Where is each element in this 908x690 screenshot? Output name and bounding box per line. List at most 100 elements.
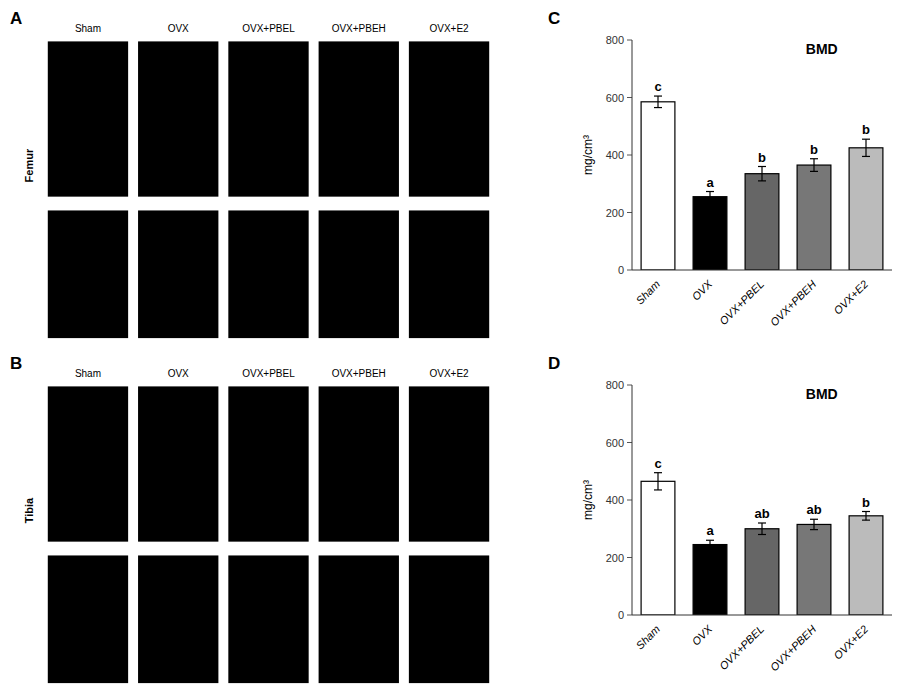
error-cap bbox=[654, 107, 662, 108]
significance-label: c bbox=[654, 79, 661, 94]
bar bbox=[641, 102, 675, 270]
y-tick-label: 0 bbox=[618, 609, 624, 621]
image-placeholder bbox=[48, 386, 128, 541]
x-axis bbox=[632, 270, 892, 271]
x-tick-label: OVX bbox=[689, 622, 714, 647]
error-line bbox=[657, 96, 658, 108]
y-tick-label: 400 bbox=[606, 149, 624, 161]
error-bar bbox=[654, 96, 662, 108]
image-placeholder bbox=[138, 210, 218, 338]
error-line bbox=[813, 519, 814, 529]
bar bbox=[797, 524, 831, 615]
y-tick bbox=[627, 500, 632, 501]
error-cap bbox=[810, 529, 818, 530]
error-cap bbox=[810, 158, 818, 159]
y-axis-label: mg/cm³ bbox=[581, 480, 595, 520]
panel-label: D bbox=[548, 354, 560, 373]
error-line bbox=[657, 473, 658, 490]
error-cap bbox=[810, 171, 818, 172]
image-placeholder bbox=[228, 386, 308, 541]
bars bbox=[641, 473, 883, 615]
y-tick bbox=[627, 557, 632, 558]
y-tick bbox=[627, 97, 632, 98]
error-cap bbox=[810, 519, 818, 520]
column-label: OVX+E2 bbox=[429, 368, 469, 379]
figure: AFemurShamOVXOVX+PBELOVX+PBEHOVX+E2BTibi… bbox=[0, 0, 908, 690]
image-placeholder bbox=[409, 210, 489, 338]
image-placeholder bbox=[409, 386, 489, 541]
image-placeholder bbox=[138, 555, 218, 683]
bar bbox=[797, 165, 831, 270]
row-label: Tibia bbox=[23, 497, 35, 523]
error-bar bbox=[810, 519, 818, 529]
image-placeholder bbox=[409, 555, 489, 683]
y-tick bbox=[627, 442, 632, 443]
error-bar bbox=[758, 523, 766, 535]
error-cap bbox=[862, 156, 870, 157]
error-line bbox=[761, 167, 762, 181]
bars bbox=[641, 96, 883, 270]
x-tick-label: OVX bbox=[689, 277, 714, 302]
bar bbox=[693, 545, 727, 615]
column-label: OVX+PBEH bbox=[332, 368, 386, 379]
error-line bbox=[865, 512, 866, 521]
bar bbox=[849, 148, 883, 270]
column-label: OVX+PBEH bbox=[332, 23, 386, 34]
error-bar bbox=[706, 192, 714, 202]
y-tick-label: 0 bbox=[618, 264, 624, 276]
error-cap bbox=[862, 520, 870, 521]
x-tick-label: OVX+PBEH bbox=[768, 278, 819, 329]
image-placeholder bbox=[228, 210, 308, 338]
image-placeholder bbox=[228, 41, 308, 196]
y-axis bbox=[632, 385, 633, 615]
image-placeholder bbox=[48, 210, 128, 338]
error-line bbox=[709, 540, 710, 549]
significance-label: c bbox=[654, 456, 661, 471]
image-placeholder bbox=[138, 41, 218, 196]
x-tick-label: OVX+PBEL bbox=[717, 278, 766, 327]
significance-label: a bbox=[706, 523, 714, 538]
image-placeholder bbox=[228, 555, 308, 683]
image-panel: BTibiaShamOVXOVX+PBELOVX+PBEHOVX+E2 bbox=[10, 354, 489, 683]
error-cap bbox=[862, 511, 870, 512]
error-line bbox=[865, 139, 866, 156]
error-cap bbox=[758, 522, 766, 523]
y-tick bbox=[627, 385, 632, 386]
significance-label: ab bbox=[754, 506, 769, 521]
significance-label: b bbox=[862, 122, 870, 137]
significance-label: b bbox=[810, 142, 818, 157]
x-tick-label: OVX+E2 bbox=[831, 623, 870, 662]
bar bbox=[849, 516, 883, 615]
bar-chart: D0200400600800mg/cm³cShamaOVXabOVX+PBELa… bbox=[548, 354, 892, 673]
error-bar bbox=[706, 540, 714, 549]
significance-label: b bbox=[862, 495, 870, 510]
image-placeholder bbox=[138, 386, 218, 541]
x-tick-label: OVX+E2 bbox=[831, 278, 870, 317]
column-label: Sham bbox=[75, 368, 101, 379]
bar bbox=[641, 481, 675, 615]
image-placeholder bbox=[48, 555, 128, 683]
error-bar bbox=[758, 167, 766, 181]
y-tick bbox=[627, 615, 632, 616]
y-tick bbox=[627, 212, 632, 213]
y-tick-label: 800 bbox=[606, 379, 624, 391]
image-placeholder bbox=[409, 41, 489, 196]
significance-label: ab bbox=[806, 502, 821, 517]
column-label: OVX bbox=[168, 368, 189, 379]
y-tick-label: 600 bbox=[606, 437, 624, 449]
column-label: OVX+E2 bbox=[429, 23, 469, 34]
x-tick-label: OVX+PBEL bbox=[717, 623, 766, 672]
image-panel: AFemurShamOVXOVX+PBELOVX+PBEHOVX+E2 bbox=[10, 9, 489, 338]
error-bar bbox=[862, 139, 870, 156]
image-placeholder bbox=[48, 41, 128, 196]
error-bar bbox=[810, 159, 818, 172]
panel-label: C bbox=[548, 9, 560, 28]
x-tick-label: Sham bbox=[633, 623, 662, 652]
y-tick-label: 200 bbox=[606, 552, 624, 564]
error-line bbox=[761, 523, 762, 535]
panel-label: A bbox=[10, 9, 22, 28]
column-label: OVX bbox=[168, 23, 189, 34]
error-line bbox=[813, 159, 814, 172]
row-label: Femur bbox=[23, 148, 35, 182]
bar bbox=[745, 529, 779, 615]
